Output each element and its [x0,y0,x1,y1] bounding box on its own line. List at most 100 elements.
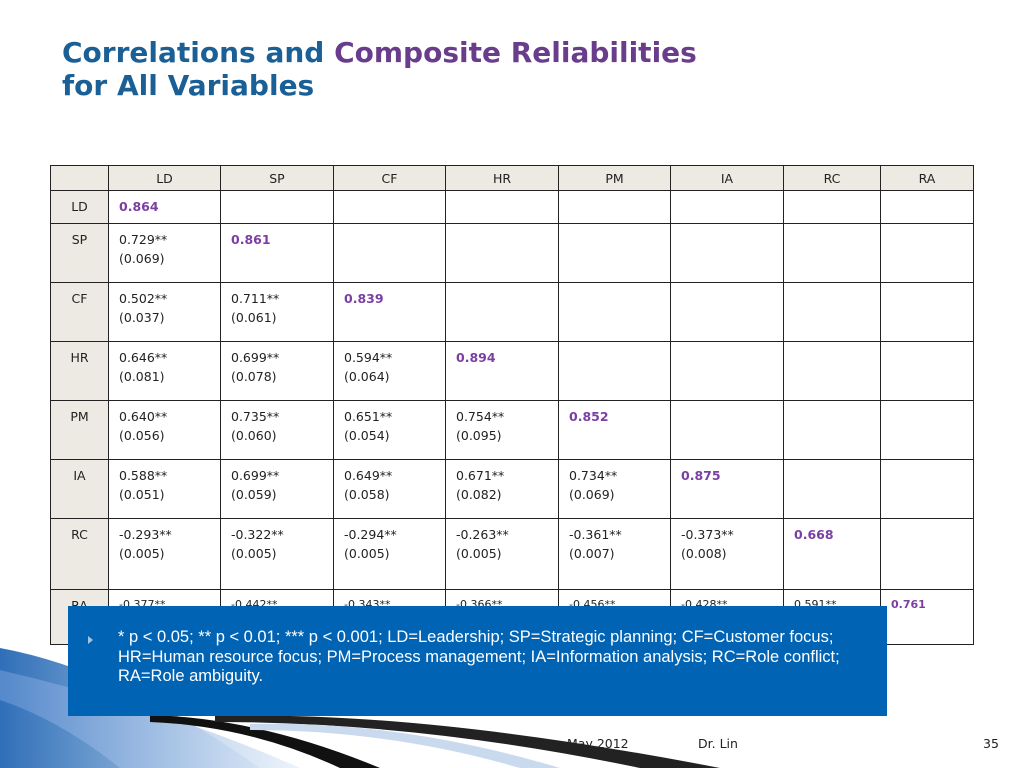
correlation-value: 0.588** [119,468,168,483]
reliability-value: 0.668 [794,527,834,542]
table-cell: -0.322** (0.005) [220,518,334,590]
reliability-value: 0.852 [569,409,609,424]
correlation-value: 0.502** [119,291,168,306]
table-cell: -0.293** (0.005) [108,518,221,590]
table-cell: 0.649** (0.058) [333,459,446,519]
table-cell: 0.594** (0.064) [333,341,446,401]
table-cell [558,223,671,283]
table-cell [880,518,974,590]
table-cell: 0.699** (0.059) [220,459,334,519]
column-header: SP [220,165,334,191]
correlation-value: 0.699** [231,350,280,365]
standard-error: (0.008) [681,546,727,561]
corner-cell [50,165,109,191]
reliability-value: 0.864 [119,199,159,214]
correlation-value: -0.293** [119,527,172,542]
correlation-value: -0.294** [344,527,397,542]
reliability-value: 0.861 [231,232,271,247]
table-cell: 0.861 [220,223,334,283]
table-cell: 0.699** (0.078) [220,341,334,401]
correlation-value: -0.361** [569,527,622,542]
correlation-value: 0.594** [344,350,393,365]
table-cell: 0.761 [880,589,974,645]
title-part-2: Composite Reliabilities [334,36,697,69]
correlation-value: -0.263** [456,527,509,542]
correlation-value: 0.734** [569,468,618,483]
table-cell [783,341,881,401]
standard-error: (0.005) [231,546,277,561]
table-cell: 0.864 [108,190,221,224]
table-cell: 0.735** (0.060) [220,400,334,460]
table-cell [880,341,974,401]
table-cell: 0.839 [333,282,446,342]
table-cell [880,190,974,224]
correlation-value: -0.322** [231,527,284,542]
standard-error: (0.095) [456,428,502,443]
table-cell [445,223,559,283]
table-row: HR 0.646** (0.081) 0.699** (0.078) 0.594** (0.… [50,341,974,401]
column-header: IA [670,165,784,191]
correlation-value: 0.735** [231,409,280,424]
footer-author: Dr. Lin [698,736,738,751]
table-cell: 0.894 [445,341,559,401]
table-cell [220,190,334,224]
standard-error: (0.058) [344,487,390,502]
table-cell: -0.361** (0.007) [558,518,671,590]
table-cell [445,190,559,224]
standard-error: (0.069) [119,251,165,266]
correlation-value: 0.699** [231,468,280,483]
standard-error: (0.005) [119,546,165,561]
row-header: SP [50,223,109,283]
correlation-table: LD SP CF HR PM IA RC RA LD 0.864 SP 0.729**… [50,165,974,645]
standard-error: (0.005) [344,546,390,561]
table-row: RC -0.293** (0.005) -0.322** (0.005) -0.294**… [50,518,974,590]
standard-error: (0.007) [569,546,615,561]
table-cell [783,459,881,519]
table-cell [783,190,881,224]
standard-error: (0.069) [569,487,615,502]
standard-error: (0.054) [344,428,390,443]
table-cell: 0.711** (0.061) [220,282,334,342]
table-cell: -0.263** (0.005) [445,518,559,590]
table-cell [783,282,881,342]
table-cell: -0.373** (0.008) [670,518,784,590]
row-header: RC [50,518,109,590]
table-cell [558,341,671,401]
column-header: RA [880,165,974,191]
title-part-1: Correlations and [62,36,335,69]
table-cell [333,223,446,283]
reliability-value: 0.894 [456,350,496,365]
row-header: CF [50,282,109,342]
correlation-value: 0.646** [119,350,168,365]
table-cell: 0.640** (0.056) [108,400,221,460]
table-cell [670,223,784,283]
table-cell [670,400,784,460]
standard-error: (0.081) [119,369,165,384]
standard-error: (0.064) [344,369,390,384]
column-header: CF [333,165,446,191]
arrow-bullet-icon [88,636,93,644]
row-header: PM [50,400,109,460]
correlation-value: 0.671** [456,468,505,483]
page-number: 35 [983,736,999,751]
table-cell [783,223,881,283]
table-cell: 0.502** (0.037) [108,282,221,342]
table-cell: 0.588** (0.051) [108,459,221,519]
table-cell: 0.754** (0.095) [445,400,559,460]
table-row: PM 0.640** (0.056) 0.735** (0.060) 0.651** (0.… [50,400,974,460]
table-cell [880,223,974,283]
table-cell [333,190,446,224]
table-cell [670,190,784,224]
footer-date: May 2012 [567,736,629,751]
table-cell: 0.875 [670,459,784,519]
correlation-value: 0.729** [119,232,168,247]
table-cell: 0.668 [783,518,881,590]
correlation-value: 0.711** [231,291,280,306]
correlation-value: 0.651** [344,409,393,424]
column-header: LD [108,165,221,191]
table-row: LD 0.864 [50,190,974,224]
table-row: IA 0.588** (0.051) 0.699** (0.059) 0.649** (0.… [50,459,974,519]
row-header: LD [50,190,109,224]
table-cell [445,282,559,342]
table-cell [670,282,784,342]
